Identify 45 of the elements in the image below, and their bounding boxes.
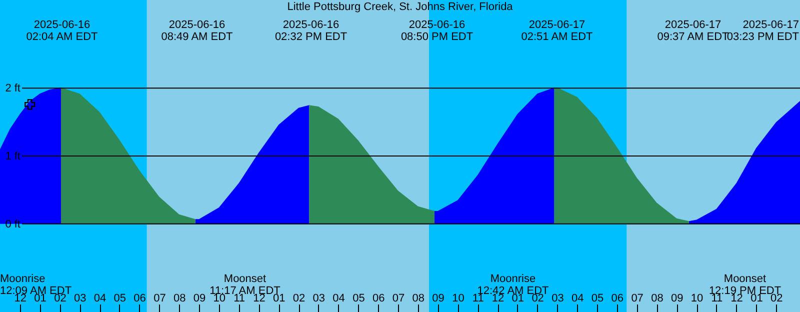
y-tick-label: 2 ft xyxy=(5,82,20,95)
annotation: 2025-06-16 02:04 AM EDT xyxy=(26,19,98,43)
x-tick-label: 06 xyxy=(134,292,146,304)
x-tick-label: 08 xyxy=(651,292,664,304)
x-tick-label: 10 xyxy=(452,292,464,304)
x-tick-label: 05 xyxy=(114,292,126,304)
x-tick-label: 09 xyxy=(670,292,684,304)
x-tick-label: 09 xyxy=(432,292,444,304)
annotation: 2025-06-17 03:23 PM EDT xyxy=(726,19,800,43)
x-tick-label: 10 xyxy=(690,292,704,304)
x-tick-label: 12 xyxy=(14,292,27,304)
annotation: 2025-06-16 08:49 AM EDT xyxy=(161,19,234,43)
x-tick-label: 12 xyxy=(253,292,266,304)
x-tick-label: 07 xyxy=(392,292,405,304)
x-tick-label: 03 xyxy=(74,292,86,304)
x-tick-label: 05 xyxy=(352,292,365,304)
y-tick-label: 1 ft xyxy=(5,150,20,162)
chart-title: Little Pottsburg Creek, St. Johns River, Florida xyxy=(287,1,514,13)
x-tick-label: 07 xyxy=(154,292,166,304)
x-tick-label: 03 xyxy=(552,292,564,304)
x-tick-label: 11 xyxy=(711,292,723,304)
x-tick-label: 03 xyxy=(312,292,326,304)
x-tick-label: 02 xyxy=(532,292,544,304)
x-tick-label: 02 xyxy=(292,292,306,304)
x-tick-label: 06 xyxy=(372,292,385,304)
x-tick-label: 04 xyxy=(571,292,584,304)
x-tick-label: 08 xyxy=(173,292,186,304)
x-tick-label: 01 xyxy=(272,292,286,304)
x-tick-label: 05 xyxy=(591,292,604,304)
x-tick-label: 11 xyxy=(234,292,246,304)
x-tick-label: 04 xyxy=(332,292,345,304)
x-tick-label: 01 xyxy=(512,292,524,304)
x-tick-label: 04 xyxy=(94,292,106,304)
x-tick-label: 02 xyxy=(770,292,783,304)
x-tick-label: 02 xyxy=(54,292,66,304)
x-tick-label: 12 xyxy=(492,292,504,304)
x-tick-label: 08 xyxy=(412,292,425,304)
x-tick-label: 06 xyxy=(611,292,624,304)
annotation: 2025-06-16 08:50 PM EDT xyxy=(400,19,474,43)
annotation: 2025-06-16 02:32 PM EDT xyxy=(274,19,348,43)
x-tick-label: 01 xyxy=(750,292,763,304)
annotation: 2025-06-17 02:51 AM EDT xyxy=(521,19,594,43)
x-tick-label: 07 xyxy=(631,292,644,304)
annotation: 2025-06-17 09:37 AM EDT xyxy=(657,19,730,43)
x-tick-label: 09 xyxy=(193,292,206,304)
